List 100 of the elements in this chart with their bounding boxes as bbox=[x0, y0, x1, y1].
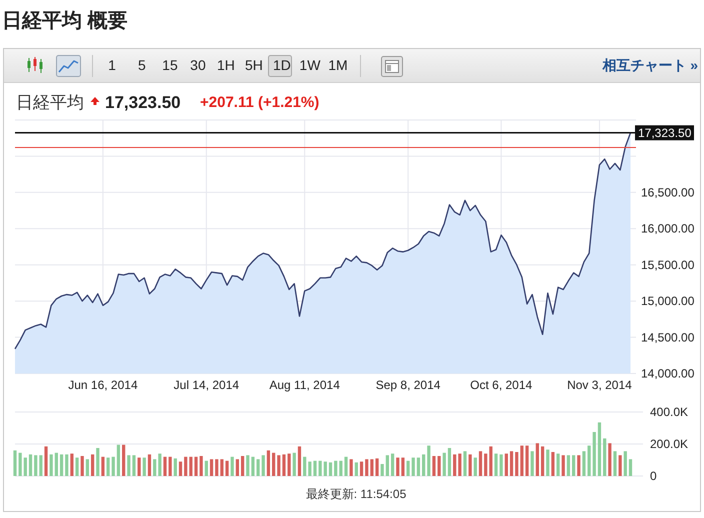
bar bbox=[230, 456, 234, 476]
bar bbox=[422, 454, 426, 476]
bar bbox=[618, 455, 622, 476]
bar bbox=[148, 454, 152, 476]
x-tick-label: Nov 3, 2014 bbox=[567, 378, 632, 392]
bar bbox=[463, 451, 467, 476]
bar bbox=[116, 444, 120, 476]
y-tick-label: 16,500.00 bbox=[641, 185, 695, 200]
bar bbox=[525, 446, 529, 476]
bar bbox=[50, 454, 53, 476]
bar bbox=[468, 454, 472, 476]
bar bbox=[592, 432, 596, 476]
bar bbox=[624, 451, 627, 476]
bar bbox=[365, 459, 368, 476]
bar bbox=[256, 459, 260, 476]
bar bbox=[494, 454, 498, 476]
bar bbox=[34, 455, 38, 476]
bar bbox=[598, 422, 602, 476]
bar bbox=[65, 454, 68, 476]
bar bbox=[313, 460, 317, 476]
bar bbox=[474, 458, 477, 476]
bar bbox=[380, 464, 384, 476]
bar bbox=[251, 456, 255, 476]
bar bbox=[478, 451, 482, 476]
bar bbox=[546, 450, 550, 476]
bar bbox=[178, 462, 182, 476]
bar bbox=[200, 456, 203, 476]
text: 1 5 15 30 1H 5H 1D 1W 1M bbox=[108, 57, 348, 73]
bar bbox=[215, 459, 218, 476]
bar bbox=[86, 459, 90, 476]
bar bbox=[577, 455, 580, 476]
bar bbox=[184, 456, 188, 476]
bar bbox=[13, 450, 17, 476]
y-tick-label: 200.0K bbox=[650, 437, 688, 451]
bar bbox=[438, 456, 441, 476]
bar bbox=[510, 451, 514, 476]
bar bbox=[530, 451, 534, 476]
bar bbox=[246, 455, 250, 476]
bar bbox=[277, 455, 280, 476]
bar bbox=[406, 460, 410, 476]
bar bbox=[390, 454, 394, 476]
bar bbox=[189, 456, 192, 476]
bar bbox=[262, 455, 265, 476]
y-tick-label: 0 bbox=[650, 469, 657, 483]
bar bbox=[360, 462, 364, 476]
bar bbox=[613, 451, 617, 476]
y-tick-label: 16,000.00 bbox=[641, 222, 695, 236]
bar bbox=[127, 455, 130, 476]
bar bbox=[608, 443, 612, 476]
bar bbox=[292, 452, 296, 476]
bar bbox=[168, 456, 172, 476]
bar bbox=[582, 451, 586, 476]
bar bbox=[308, 462, 312, 476]
bar bbox=[458, 454, 462, 476]
bar bbox=[142, 458, 146, 476]
text: 相互チャート » bbox=[601, 57, 698, 73]
bar bbox=[354, 462, 358, 476]
bar bbox=[54, 452, 58, 476]
bar bbox=[556, 454, 560, 476]
y-tick-label: 15,000.00 bbox=[641, 294, 695, 308]
x-tick-label: Sep 8, 2014 bbox=[376, 378, 441, 392]
bar bbox=[80, 456, 84, 476]
bar bbox=[386, 455, 390, 476]
bar bbox=[562, 455, 565, 476]
bar bbox=[412, 458, 415, 476]
bar bbox=[106, 458, 110, 476]
x-tick-label: Oct 6, 2014 bbox=[470, 378, 533, 392]
bar bbox=[112, 456, 115, 476]
bar bbox=[236, 459, 240, 476]
chart-subtitle: 日経平均 bbox=[16, 93, 84, 112]
bar bbox=[204, 460, 208, 476]
bar bbox=[288, 454, 291, 476]
bar bbox=[339, 460, 342, 476]
bar bbox=[28, 454, 32, 476]
bar bbox=[540, 446, 544, 476]
bar bbox=[448, 448, 452, 476]
bar bbox=[240, 456, 244, 476]
y-tick-label: 14,500.00 bbox=[641, 330, 695, 344]
bar bbox=[504, 454, 508, 476]
bar bbox=[75, 458, 79, 476]
bar bbox=[163, 456, 167, 476]
bar bbox=[44, 446, 48, 476]
text: 最終更新: 11:54:05 bbox=[306, 487, 407, 501]
bar bbox=[396, 458, 400, 476]
bar bbox=[442, 452, 446, 476]
bar bbox=[370, 459, 374, 476]
bar bbox=[272, 452, 276, 476]
bar bbox=[344, 456, 348, 476]
bar bbox=[266, 450, 270, 476]
x-tick-label: Aug 11, 2014 bbox=[269, 378, 340, 392]
bar bbox=[551, 452, 555, 476]
bar bbox=[515, 452, 518, 476]
chart-title: 日経平均 概要 bbox=[2, 10, 128, 32]
bar bbox=[628, 459, 632, 476]
bar bbox=[220, 459, 224, 476]
bar bbox=[174, 458, 177, 476]
bar bbox=[416, 458, 420, 476]
bar bbox=[350, 459, 353, 476]
x-tick-label: Jul 14, 2014 bbox=[174, 378, 240, 392]
bar bbox=[588, 446, 591, 476]
